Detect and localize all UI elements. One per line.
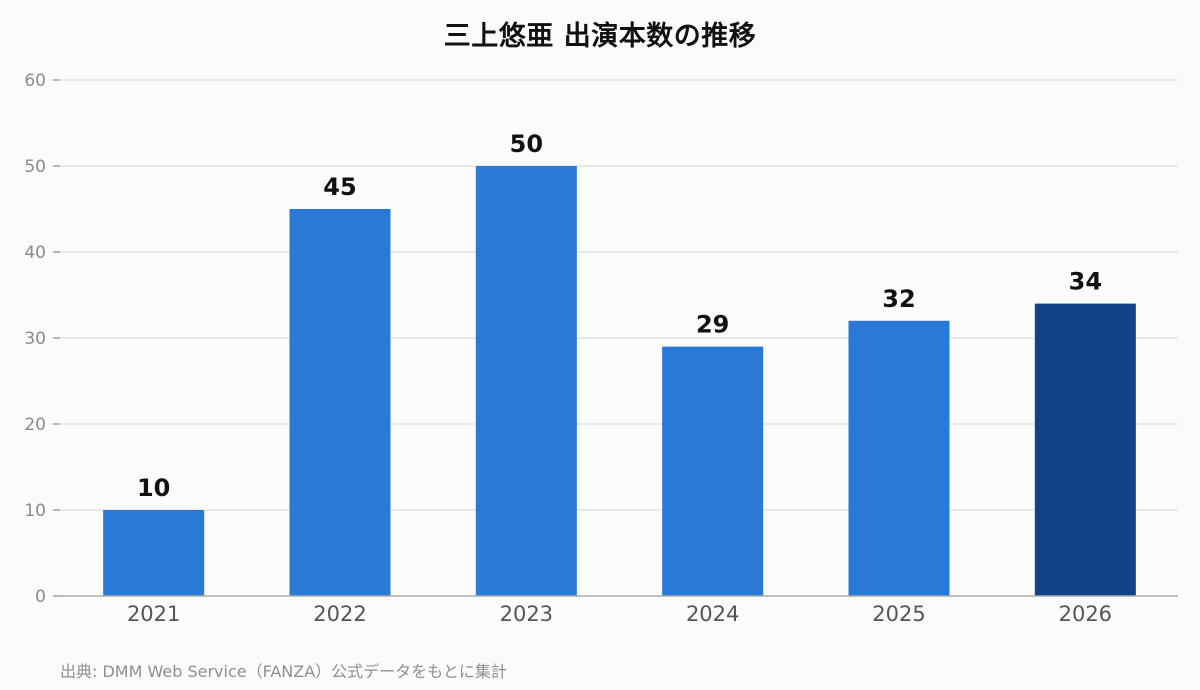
data-label-2024: 29 (696, 311, 729, 339)
x-axis: 2021 2022 2023 2024 2025 2026 (60, 595, 1178, 626)
data-label-2025: 32 (882, 285, 915, 313)
y-tick-label: 10 (24, 501, 46, 521)
bar-2025 (848, 320, 950, 596)
y-tick-label: 60 (24, 71, 46, 91)
bar-2021 (103, 510, 205, 596)
x-tick-label-2022: 2022 (313, 602, 366, 626)
y-axis: 0 10 20 30 40 50 60 (24, 71, 60, 607)
y-tick-label: 30 (24, 329, 46, 349)
y-tick-label: 40 (24, 243, 46, 263)
y-tick-label: 0 (35, 587, 46, 607)
data-label-2021: 10 (137, 474, 170, 502)
x-tick-label-2025: 2025 (872, 602, 925, 626)
data-label-2026: 34 (1069, 268, 1102, 296)
data-label-2022: 45 (323, 173, 356, 201)
data-label-2023: 50 (510, 130, 543, 158)
grid-lines (60, 79, 1178, 511)
x-tick-label-2023: 2023 (500, 602, 553, 626)
chart-title: 三上悠亜 出演本数の推移 (443, 21, 757, 52)
x-tick-label-2024: 2024 (686, 602, 739, 626)
y-tick-label: 50 (24, 157, 46, 177)
bar-2022 (289, 209, 391, 596)
source-note: 出典: DMM Web Service（FANZA）公式データをもとに集計 (60, 662, 507, 681)
bar-2026 (1034, 303, 1136, 596)
x-tick-label-2021: 2021 (127, 602, 180, 626)
y-tick-label: 20 (24, 415, 46, 435)
bars (103, 166, 1136, 596)
data-labels: 10 45 50 29 32 34 (137, 130, 1102, 502)
bar-2023 (475, 166, 577, 596)
x-tick-label-2026: 2026 (1059, 602, 1112, 626)
bar-2024 (662, 346, 764, 596)
